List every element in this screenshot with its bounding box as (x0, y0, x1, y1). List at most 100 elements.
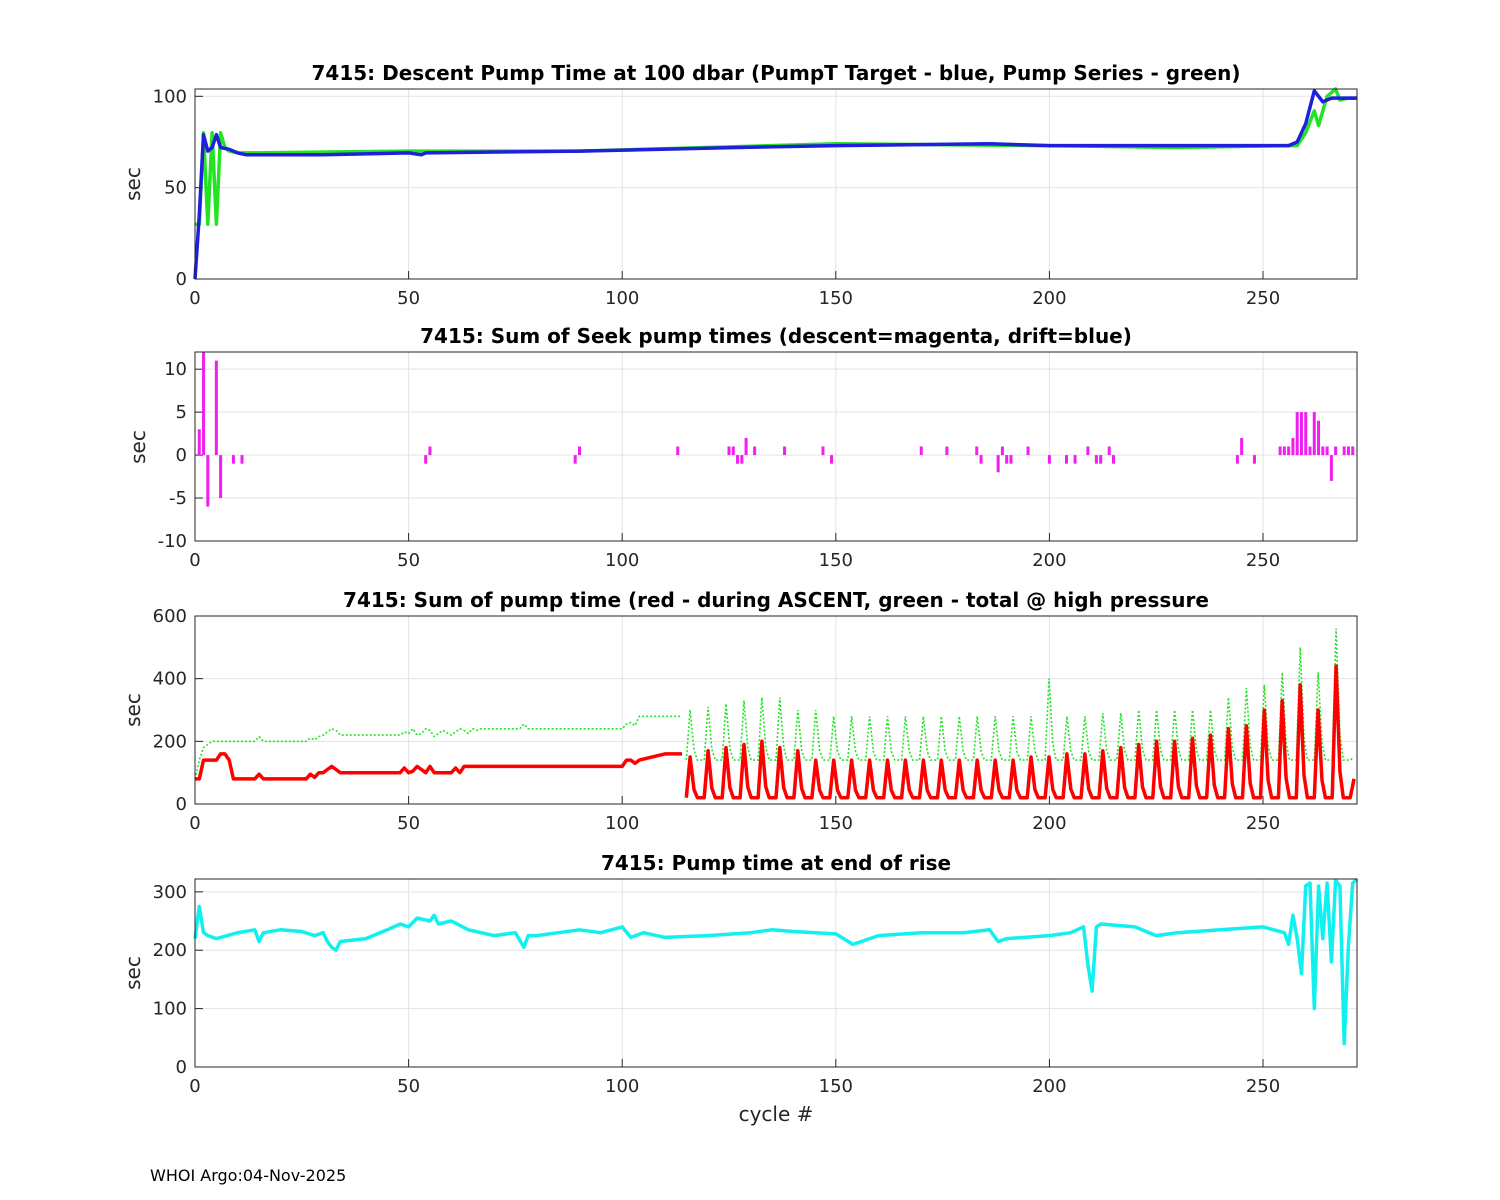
seek-bar (1325, 446, 1329, 456)
x-tick-labels: 0 50 100 150 200 250 (189, 813, 1280, 834)
y-tick-label: 100 (153, 86, 187, 107)
seek-bar (202, 352, 206, 456)
seek-bar (1282, 446, 1286, 456)
seek-bar (1094, 455, 1098, 464)
x-tick-label: 100 (605, 288, 639, 309)
x-tick-label: 200 (1032, 550, 1066, 571)
seek-bar (1342, 446, 1346, 456)
seek-bar (676, 446, 680, 456)
seek-bar (1009, 455, 1013, 464)
seek-bar (1299, 412, 1303, 456)
seek-bar (1252, 455, 1256, 464)
x-tick-labels: 0 50 100 150 200 250 (189, 288, 1280, 309)
seek-bar (1317, 420, 1321, 456)
y-tick-label: 0 (176, 269, 187, 290)
x-tick-label: 50 (397, 813, 420, 834)
y-tick-label: 200 (153, 731, 187, 752)
x-tick-label: 250 (1246, 1076, 1280, 1097)
seek-bar (1111, 455, 1115, 464)
seek-bar (736, 455, 740, 464)
seek-bar (1295, 412, 1299, 456)
seek-bar (1073, 455, 1077, 464)
x-tick-label: 250 (1246, 813, 1280, 834)
seek-bar (830, 455, 834, 464)
series-line-total-high-pressure-cycles (685, 628, 1355, 761)
seek-bar (744, 437, 748, 456)
y-tick-labels: -10 -5 0 5 10 (158, 359, 187, 552)
x-tick-label: 0 (189, 550, 200, 571)
y-axis-label: sec (121, 693, 145, 727)
seek-bar (197, 429, 201, 456)
x-tick-label: 50 (397, 288, 420, 309)
y-tick-label: 300 (153, 882, 187, 903)
seek-bar (1240, 437, 1244, 456)
axes-box (194, 878, 1358, 1068)
seek-bar (1000, 446, 1004, 456)
plot-area (195, 879, 1357, 1067)
seek-bar (1312, 412, 1316, 456)
seek-bar (1287, 446, 1291, 456)
seek-bar (424, 455, 428, 464)
seek-bar (1304, 412, 1308, 456)
seek-bar (821, 446, 825, 456)
y-tick-labels: 0 50 100 (153, 86, 187, 290)
y-tick-label: 0 (176, 794, 187, 815)
seek-bar (1099, 455, 1103, 464)
x-tick-label: 250 (1246, 288, 1280, 309)
x-tick-label: 150 (819, 288, 853, 309)
y-tick-label: -5 (169, 488, 187, 509)
x-axis-label: cycle # (739, 1102, 814, 1126)
subplot-seek-pump-times: 0 50 100 150 200 250 -10 -5 0 5 10 7415: Sum of S… (126, 324, 1358, 571)
seek-bar (731, 446, 735, 456)
seek-bar (573, 455, 577, 464)
axes-box (194, 88, 1358, 280)
series-line-pumpt-target (193, 89, 1357, 280)
seek-bar (219, 455, 223, 499)
seek-bar (1086, 446, 1090, 456)
y-tick-label: 10 (164, 359, 187, 380)
y-tick-label: 200 (153, 940, 187, 961)
seek-bar (231, 455, 235, 464)
seek-bar (979, 455, 983, 464)
series-line-pump-time-at-end-of-rise (193, 877, 1359, 1046)
seek-bar (1065, 455, 1068, 464)
y-tick-label: 600 (153, 606, 187, 627)
seek-bar (919, 446, 923, 456)
y-axis-label: sec (121, 956, 145, 990)
series-line-ascent-cycles (684, 664, 1356, 800)
x-tick-labels: 0 50 100 150 200 250 (189, 1076, 1280, 1097)
axes-box (194, 615, 1358, 805)
seek-bar (945, 446, 949, 456)
chart-title: 7415: Descent Pump Time at 100 dbar (Pum… (312, 61, 1241, 85)
x-tick-label: 150 (819, 1076, 853, 1097)
chart-title: 7415: Sum of Seek pump times (descent=ma… (420, 324, 1132, 348)
seek-bar (577, 446, 581, 456)
seek-bar (753, 446, 757, 456)
x-tick-label: 0 (189, 1076, 200, 1097)
footer-credit: WHOI Argo:04-Nov-2025 (150, 1166, 347, 1185)
x-tick-label: 250 (1246, 550, 1280, 571)
x-tick-label: 0 (189, 813, 200, 834)
x-tick-label: 150 (819, 813, 853, 834)
seek-bar (1334, 446, 1338, 456)
seek-bar (1308, 446, 1312, 456)
x-tick-label: 200 (1032, 288, 1066, 309)
seek-bar (1026, 446, 1030, 456)
seek-bar (1351, 446, 1355, 456)
y-tick-label: -10 (158, 531, 187, 552)
seek-bar (240, 455, 244, 464)
x-tick-label: 100 (605, 550, 639, 571)
y-tick-label: 5 (176, 402, 187, 423)
data-marks (197, 352, 1355, 507)
seek-bar (975, 446, 979, 456)
seek-bar (1278, 446, 1282, 456)
seek-bar (1047, 455, 1051, 464)
y-axis-label: sec (126, 430, 150, 464)
seek-bar (727, 446, 731, 456)
x-tick-labels: 0 50 100 150 200 250 (189, 550, 1280, 571)
seek-bar (214, 360, 218, 456)
y-tick-labels: 0 100 200 300 (153, 882, 187, 1078)
x-tick-label: 50 (397, 550, 420, 571)
data-marks (193, 87, 1357, 280)
y-tick-label: 0 (176, 445, 187, 466)
